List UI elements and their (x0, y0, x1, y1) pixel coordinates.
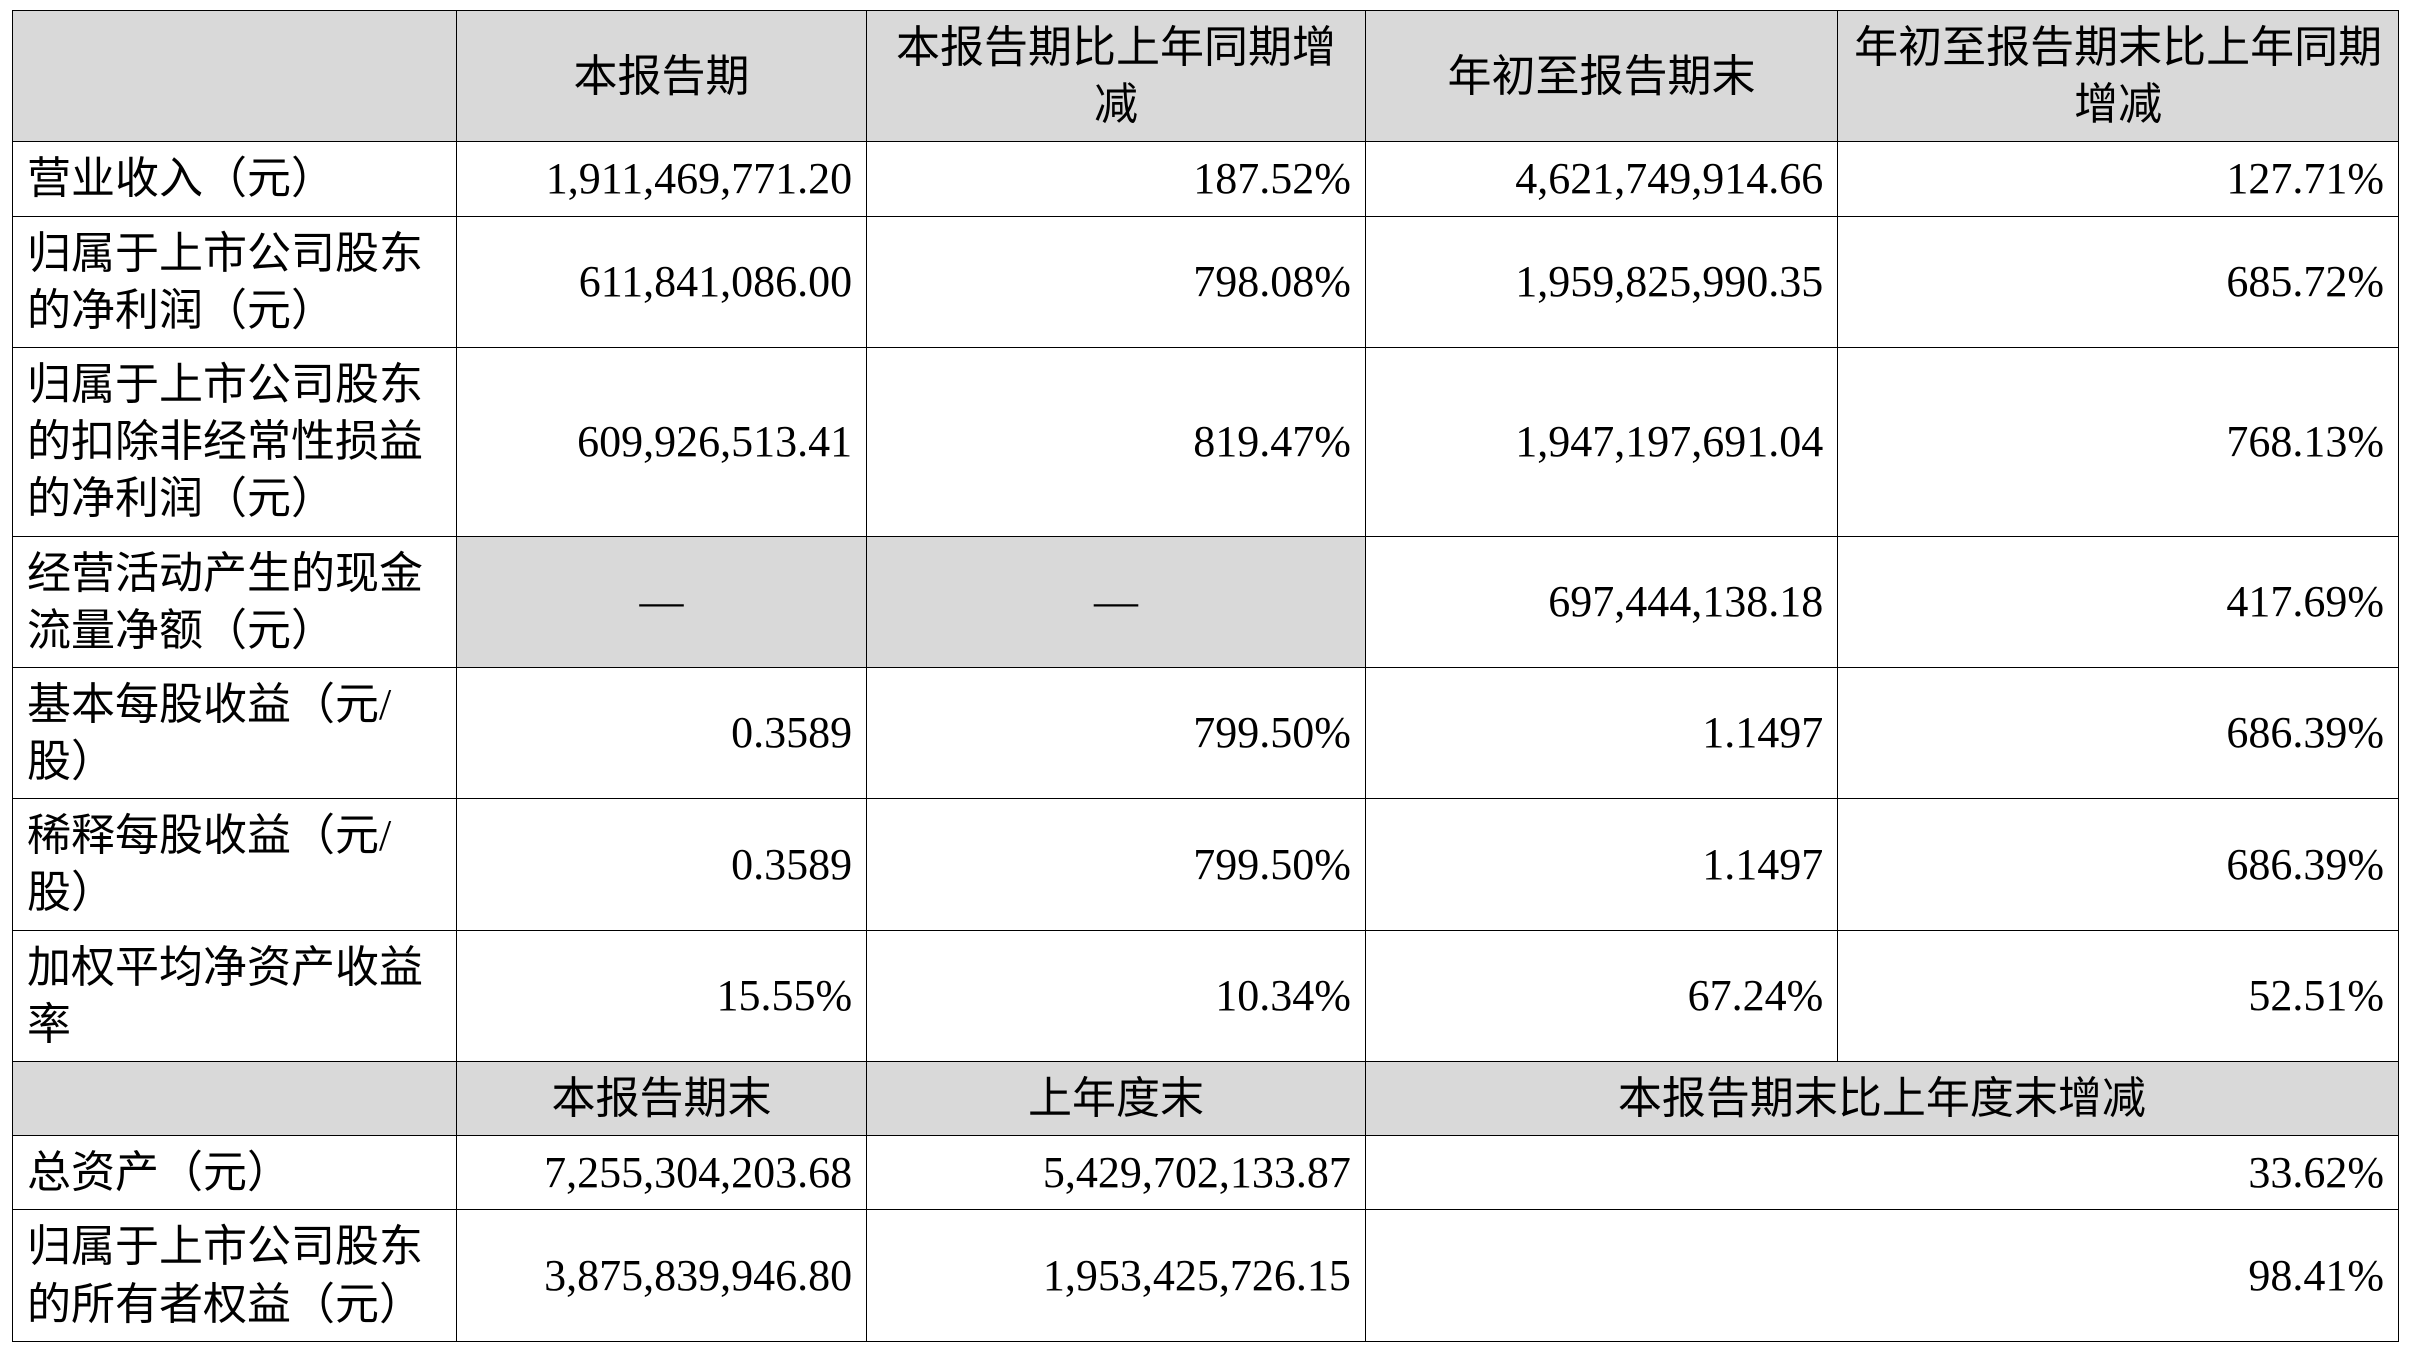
header-ytd: 年初至报告期末 (1365, 11, 1837, 142)
prior-year-end-value: 5,429,702,133.87 (867, 1136, 1366, 1210)
metric-label: 归属于上市公司股东的所有者权益（元） (13, 1210, 457, 1341)
header-row-bottom: 本报告期末上年度末本报告期末比上年度末增减 (13, 1062, 2399, 1136)
table-row: 总资产（元）7,255,304,203.685,429,702,133.8733… (13, 1136, 2399, 1210)
ytd-value: 1,947,197,691.04 (1365, 347, 1837, 536)
header-current-period: 本报告期 (456, 11, 866, 142)
period-end-change-value: 98.41% (1365, 1210, 2398, 1341)
header-ytd-yoy-change: 年初至报告期末比上年同期增减 (1838, 11, 2399, 142)
current-period-value: 15.55% (456, 930, 866, 1061)
header-prior-year-end: 上年度末 (867, 1062, 1366, 1136)
current-period-value: 1,911,469,771.20 (456, 142, 866, 216)
metric-label: 基本每股收益（元/股） (13, 667, 457, 798)
header-period-end: 本报告期末 (456, 1062, 866, 1136)
metric-label: 营业收入（元） (13, 142, 457, 216)
metric-label: 归属于上市公司股东的净利润（元） (13, 216, 457, 347)
header-blank (13, 11, 457, 142)
ytd-yoy-change-value: 52.51% (1838, 930, 2399, 1061)
current-period-value: 609,926,513.41 (456, 347, 866, 536)
period-end-value: 3,875,839,946.80 (456, 1210, 866, 1341)
table-row: 基本每股收益（元/股）0.3589799.50%1.1497686.39% (13, 667, 2399, 798)
metric-label: 稀释每股收益（元/股） (13, 799, 457, 930)
ytd-yoy-change-value: 686.39% (1838, 799, 2399, 930)
current-period-value: 611,841,086.00 (456, 216, 866, 347)
ytd-value: 1.1497 (1365, 667, 1837, 798)
ytd-value: 4,621,749,914.66 (1365, 142, 1837, 216)
table-row: 经营活动产生的现金流量净额（元）——697,444,138.18417.69% (13, 536, 2399, 667)
header-row-top: 本报告期本报告期比上年同期增减年初至报告期末年初至报告期末比上年同期增减 (13, 11, 2399, 142)
financial-summary-table: 本报告期本报告期比上年同期增减年初至报告期末年初至报告期末比上年同期增减营业收入… (12, 10, 2399, 1342)
table-row: 归属于上市公司股东的扣除非经常性损益的净利润（元）609,926,513.418… (13, 347, 2399, 536)
yoy-change-value: 799.50% (867, 799, 1366, 930)
ytd-yoy-change-value: 685.72% (1838, 216, 2399, 347)
table-row: 稀释每股收益（元/股）0.3589799.50%1.1497686.39% (13, 799, 2399, 930)
yoy-change-value: 798.08% (867, 216, 1366, 347)
ytd-value: 67.24% (1365, 930, 1837, 1061)
yoy-change-value: 799.50% (867, 667, 1366, 798)
ytd-yoy-change-value: 768.13% (1838, 347, 2399, 536)
yoy-change-value: 187.52% (867, 142, 1366, 216)
metric-label: 总资产（元） (13, 1136, 457, 1210)
metric-label: 经营活动产生的现金流量净额（元） (13, 536, 457, 667)
table-row: 加权平均净资产收益率15.55%10.34%67.24%52.51% (13, 930, 2399, 1061)
current-period-value: 0.3589 (456, 799, 866, 930)
ytd-yoy-change-value: 127.71% (1838, 142, 2399, 216)
header-period-end-change: 本报告期末比上年度末增减 (1365, 1062, 2398, 1136)
period-end-value: 7,255,304,203.68 (456, 1136, 866, 1210)
table-row: 营业收入（元）1,911,469,771.20187.52%4,621,749,… (13, 142, 2399, 216)
ytd-yoy-change-value: 686.39% (1838, 667, 2399, 798)
prior-year-end-value: 1,953,425,726.15 (867, 1210, 1366, 1341)
ytd-yoy-change-value: 417.69% (1838, 536, 2399, 667)
yoy-change-value: 819.47% (867, 347, 1366, 536)
header-yoy-change: 本报告期比上年同期增减 (867, 11, 1366, 142)
table-row: 归属于上市公司股东的所有者权益（元）3,875,839,946.801,953,… (13, 1210, 2399, 1341)
ytd-value: 1,959,825,990.35 (1365, 216, 1837, 347)
yoy-change-value: 10.34% (867, 930, 1366, 1061)
metric-label: 加权平均净资产收益率 (13, 930, 457, 1061)
period-end-change-value: 33.62% (1365, 1136, 2398, 1210)
metric-label: 归属于上市公司股东的扣除非经常性损益的净利润（元） (13, 347, 457, 536)
ytd-value: 1.1497 (1365, 799, 1837, 930)
current-period-value: 0.3589 (456, 667, 866, 798)
current-period-value: — (456, 536, 866, 667)
header-blank-bottom (13, 1062, 457, 1136)
table-row: 归属于上市公司股东的净利润（元）611,841,086.00798.08%1,9… (13, 216, 2399, 347)
yoy-change-value: — (867, 536, 1366, 667)
ytd-value: 697,444,138.18 (1365, 536, 1837, 667)
